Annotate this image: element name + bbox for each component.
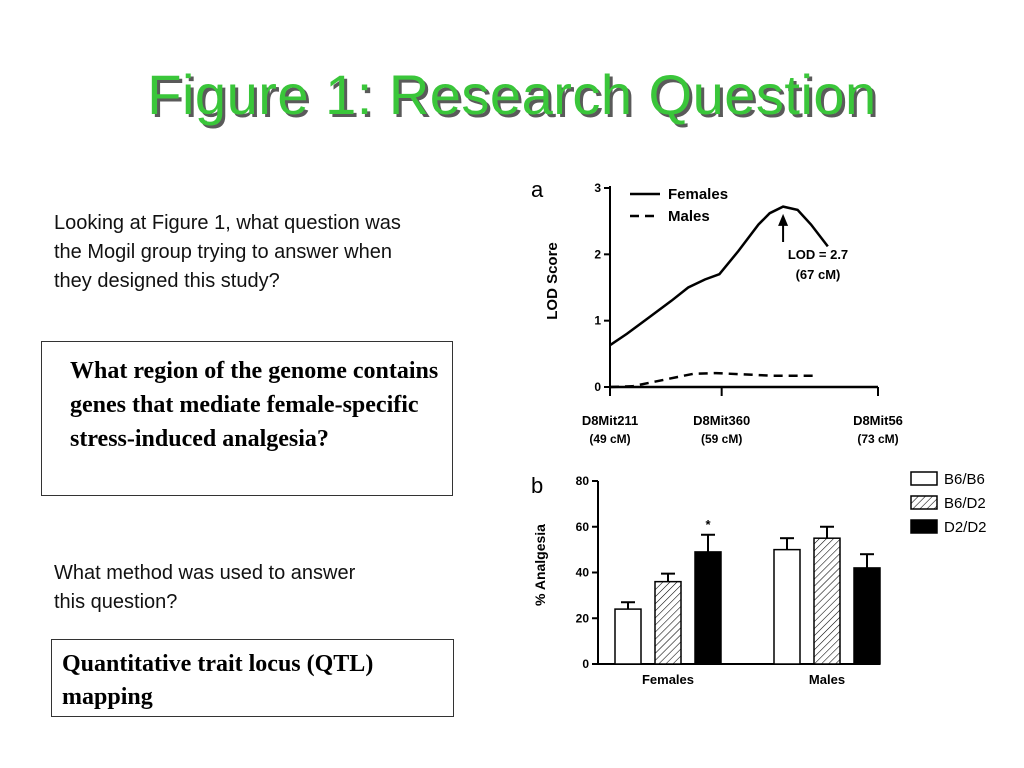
question-2-text: What method was used to answer this ques… <box>54 562 356 613</box>
bar-females-b6-b6 <box>614 608 642 665</box>
y-tick-label: 0 <box>582 657 589 671</box>
panel-label-a: a <box>531 177 544 202</box>
marker-position: (59 cM) <box>701 432 742 446</box>
legend-label: Females <box>668 186 728 203</box>
y-tick-label: 80 <box>576 474 590 488</box>
y-axis-label: LOD Score <box>544 242 561 320</box>
marker-name: D8Mit360 <box>693 413 750 428</box>
marker-position: (73 cM) <box>857 432 898 446</box>
bar-females-b6-d2 <box>654 580 682 665</box>
legend-swatch <box>910 471 938 486</box>
y-tick-label: 0 <box>594 380 601 394</box>
answer-1-text: What region of the genome contains genes… <box>70 358 439 452</box>
y-tick-label: 60 <box>576 520 590 534</box>
category-label-females: Females <box>642 672 694 687</box>
bar-females-d2-d2 <box>694 551 722 665</box>
y-tick-label: 20 <box>576 611 590 625</box>
marker-name: D8Mit211 <box>582 413 638 428</box>
bar-males-d2-d2 <box>853 567 881 665</box>
lod-score-chart: a 0 1 2 3 LOD Score D8Mit211 (49 cM) D8Mit360 (59… <box>531 177 903 446</box>
y-tick-label: 3 <box>594 181 601 195</box>
legend-swatch <box>910 519 938 534</box>
answer-box-1: What region of the genome contains genes… <box>41 341 453 496</box>
category-label-males: Males <box>809 672 845 687</box>
analgesia-bar-chart: b 0 20 40 60 80 % Analgesia * Females Males B6/B6 B… <box>531 471 987 687</box>
legend-label: D2/D2 <box>944 519 987 536</box>
annotation-label: LOD = 2.7 <box>788 247 848 262</box>
panel-label-b: b <box>531 473 543 498</box>
y-tick-label: 40 <box>576 566 590 580</box>
series-line-females <box>609 205 829 347</box>
significance-marker: * <box>705 517 711 532</box>
legend-label: B6/D2 <box>944 495 986 512</box>
y-tick-label: 2 <box>594 247 601 261</box>
answer-box-2: Quantitative trait locus (QTL) mapping <box>51 639 454 717</box>
question-1-text: Looking at Figure 1, what question was t… <box>54 212 401 292</box>
marker-name: D8Mit56 <box>853 413 903 428</box>
bar-males-b6-d2 <box>813 537 841 665</box>
series-line-males <box>609 371 817 389</box>
legend-label: B6/B6 <box>944 471 985 488</box>
annotation-arrowhead <box>778 213 789 226</box>
legend-label: Males <box>668 208 710 225</box>
answer-2-text: Quantitative trait locus (QTL) mapping <box>62 651 374 710</box>
y-axis-label: % Analgesia <box>532 524 548 606</box>
y-tick-label: 1 <box>594 314 601 328</box>
annotation-sublabel: (67 cM) <box>796 267 841 282</box>
marker-position: (49 cM) <box>589 432 630 446</box>
bar-males-b6-b6 <box>773 548 801 665</box>
legend-swatch <box>910 495 938 510</box>
slide-title: Figure 1: Research Question <box>147 63 877 126</box>
